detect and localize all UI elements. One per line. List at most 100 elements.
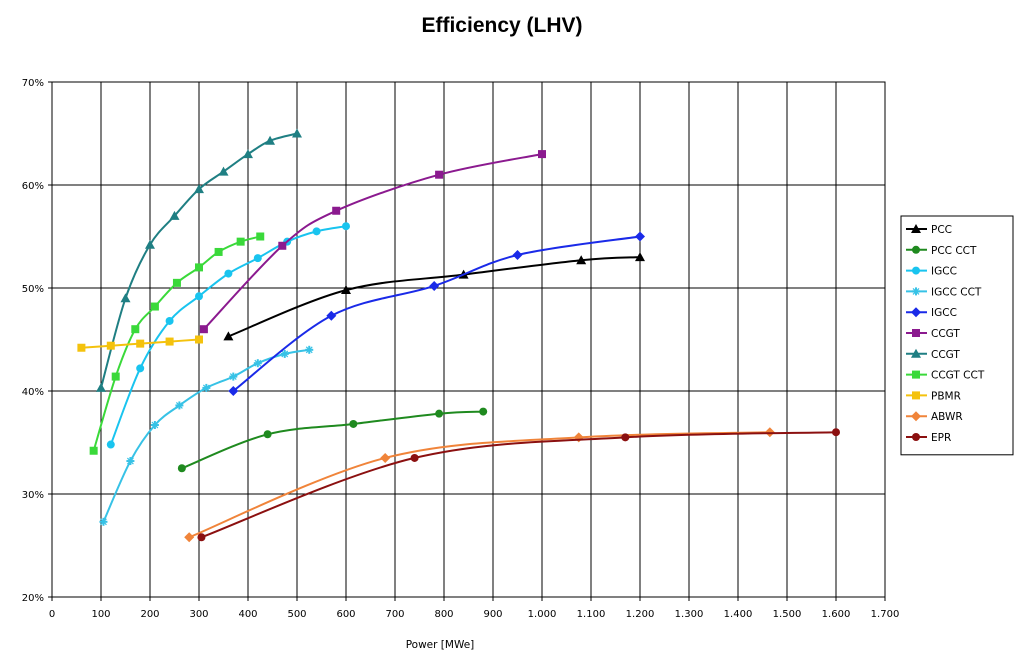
legend-item: IGCC — [906, 307, 957, 319]
data-point — [165, 316, 174, 325]
data-point — [538, 150, 546, 159]
data-point — [99, 517, 108, 526]
data-point — [635, 252, 645, 262]
legend-item: CCGT — [906, 348, 960, 361]
data-point — [202, 383, 211, 392]
star-stroke — [912, 287, 920, 295]
y-tick-label: 70% — [22, 78, 44, 89]
data-point — [332, 206, 341, 215]
legend-label: IGCC — [931, 266, 957, 278]
data-point — [136, 364, 145, 373]
legend-label: PCC — [931, 224, 952, 236]
data-point — [278, 241, 287, 250]
data-point — [150, 302, 159, 311]
y-tick-label: 50% — [22, 284, 44, 295]
data-point — [621, 433, 630, 442]
data-point — [576, 255, 587, 265]
x-tick-label: 1.000 — [528, 609, 557, 620]
legend-label: PBMR — [931, 390, 961, 402]
x-tick-label: 0 — [49, 609, 55, 620]
y-tick-label: 40% — [22, 387, 44, 398]
legend-marker — [911, 224, 921, 233]
legend-label: CCGT CCT — [931, 370, 985, 382]
data-point — [312, 227, 321, 236]
data-point — [341, 285, 351, 295]
star-stroke — [202, 384, 210, 392]
legend-marker — [912, 329, 920, 337]
data-point — [195, 292, 203, 301]
tick-layer: 0 100 200 300 400 500 600 700 800 900 1.000 1.100 1.… — [22, 78, 900, 620]
data-point — [169, 210, 180, 220]
data-point — [380, 452, 391, 463]
x-tick-label: 1.600 — [822, 609, 851, 620]
data-point — [195, 335, 203, 344]
legend-item: IGCC — [906, 266, 957, 278]
x-tick-label: 1.100 — [577, 609, 606, 620]
series-epr-10 — [197, 428, 840, 542]
y-tick-label: 30% — [22, 490, 44, 501]
data-point — [214, 247, 223, 256]
x-tick-label: 100 — [91, 609, 110, 620]
series-ccgt-cct-7 — [89, 232, 265, 455]
data-point — [479, 407, 488, 416]
x-tick-label: 1.500 — [773, 609, 802, 620]
x-tick-label: 800 — [434, 609, 453, 620]
x-tick-label: 1.700 — [871, 609, 900, 620]
star-stroke — [151, 421, 159, 429]
legend-item: PCC CCT — [906, 245, 977, 257]
legend-label: ABWR — [931, 411, 963, 423]
x-tick-label: 900 — [483, 609, 502, 620]
data-point — [106, 440, 115, 449]
data-point — [253, 254, 262, 263]
data-point — [280, 349, 289, 358]
data-point — [177, 464, 186, 473]
legend-marker — [912, 433, 920, 441]
data-point — [326, 310, 337, 321]
legend-marker — [911, 411, 921, 422]
legend-item: CCGT — [906, 328, 960, 340]
legend-item: IGCC CCT — [906, 286, 982, 298]
legend-label: EPR — [931, 432, 951, 444]
star-stroke — [126, 457, 134, 465]
data-point — [265, 135, 276, 145]
series-igcc-4 — [228, 231, 645, 396]
x-tick-label: 300 — [189, 609, 208, 620]
series-pcc-cct-1 — [177, 407, 488, 473]
data-point — [77, 343, 86, 352]
legend-item: CCGT CCT — [906, 370, 985, 382]
data-point — [263, 430, 272, 439]
legend: PCC PCC CCT IGCC IGCC CCT IGCC CCGT CCGT CCGT C… — [900, 215, 1014, 456]
data-point — [253, 359, 262, 368]
data-point — [111, 372, 120, 381]
data-point — [229, 372, 238, 381]
data-point — [305, 345, 314, 354]
series-line — [188, 431, 770, 539]
data-point — [145, 239, 155, 249]
x-tick-label: 500 — [287, 609, 306, 620]
data-point — [429, 280, 440, 291]
data-point — [172, 278, 181, 287]
data-point — [96, 382, 106, 392]
data-point — [194, 184, 204, 194]
data-point — [195, 263, 203, 272]
data-point — [832, 428, 840, 437]
data-point — [635, 231, 645, 242]
data-point — [165, 337, 174, 346]
x-tick-label: 400 — [238, 609, 257, 620]
data-point — [106, 341, 115, 350]
data-point — [512, 250, 523, 261]
data-point — [228, 386, 239, 396]
data-point — [199, 325, 208, 334]
series-line — [228, 256, 641, 338]
series-layer — [77, 128, 840, 543]
legend-marker — [912, 266, 920, 275]
chart-title: Efficiency (LHV) — [421, 14, 582, 37]
series-line — [201, 431, 837, 539]
x-tick-label: 700 — [385, 609, 404, 620]
y-tick-label: 20% — [22, 593, 44, 604]
data-point — [410, 453, 419, 462]
data-point — [224, 269, 233, 278]
x-axis-label: Power [MWe] — [406, 639, 475, 651]
legend-marker — [911, 348, 921, 358]
